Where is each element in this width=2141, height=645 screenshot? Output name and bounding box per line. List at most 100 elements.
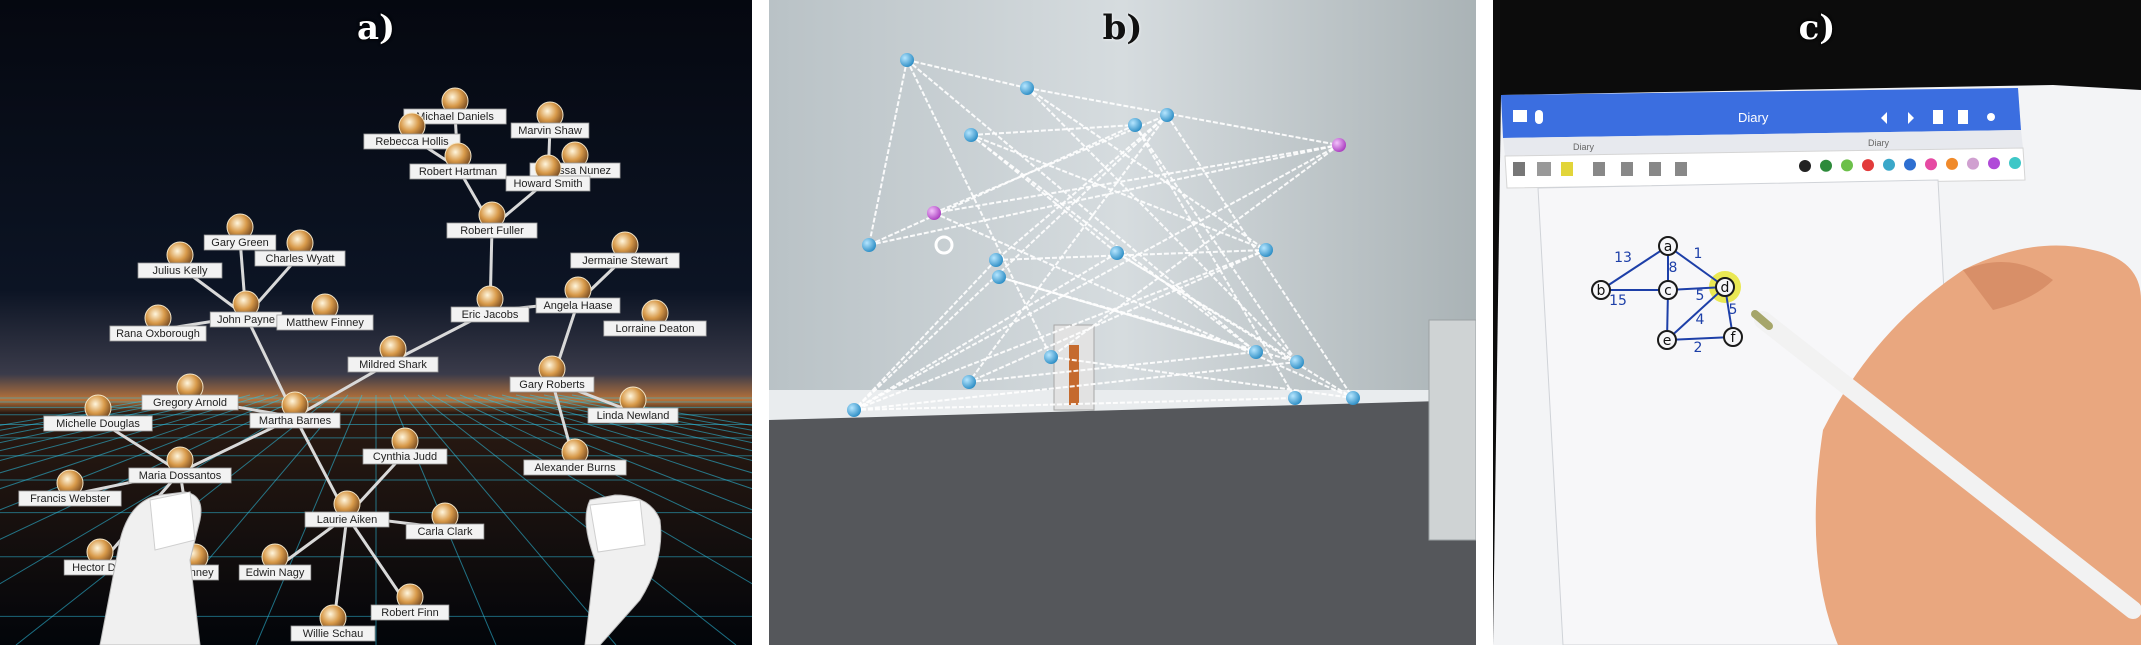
- person-label-box: [587, 407, 679, 424]
- shape-icon[interactable]: [1621, 162, 1633, 176]
- graph-node[interactable]: [1288, 391, 1302, 405]
- graph-edge: [853, 397, 1296, 411]
- person-node[interactable]: Robert Fuller: [446, 201, 538, 239]
- person-node[interactable]: Lorraine Deaton: [603, 299, 707, 337]
- palette-color-swatch[interactable]: [1904, 158, 1916, 171]
- palette-color-swatch[interactable]: [1862, 159, 1874, 172]
- person-label-box: [203, 234, 277, 251]
- text-icon[interactable]: [1675, 162, 1687, 176]
- graph-node[interactable]: [1044, 350, 1058, 364]
- graph-node[interactable]: [1160, 108, 1174, 122]
- graph-edge: [853, 252, 1118, 411]
- person-node[interactable]: Eric Jacobs: [450, 285, 530, 323]
- graph-node[interactable]: [964, 128, 978, 142]
- graph-node[interactable]: [1249, 345, 1263, 359]
- redo-icon[interactable]: [1908, 112, 1914, 124]
- eraser-icon[interactable]: [1537, 162, 1551, 176]
- palette-color-swatch[interactable]: [1967, 157, 1979, 170]
- graph-node[interactable]: [992, 270, 1006, 284]
- graph-node[interactable]: [900, 53, 914, 67]
- person-name: John Payne: [217, 314, 275, 326]
- person-node[interactable]: Gary Green: [203, 213, 277, 251]
- person-node[interactable]: Alexander Burns: [523, 438, 627, 476]
- person-node[interactable]: Rana Oxborough: [109, 304, 207, 342]
- graph-edge: [853, 361, 1298, 411]
- bookmark-icon[interactable]: [1933, 110, 1943, 124]
- person-node[interactable]: Edwin Nagy: [238, 543, 312, 581]
- office-floor: [769, 400, 1476, 645]
- office-wall: [769, 0, 1476, 420]
- palette-color-swatch[interactable]: [2009, 157, 2021, 169]
- person-node[interactable]: Robert Finn: [370, 583, 450, 621]
- image-icon[interactable]: [1649, 162, 1661, 176]
- graph-edge: [853, 259, 997, 411]
- selected-graph-node[interactable]: [927, 206, 941, 220]
- person-node[interactable]: Cynthia Judd: [362, 427, 448, 465]
- person-node[interactable]: Michael Daniels: [403, 87, 507, 125]
- person-node[interactable]: Carla Clark: [405, 502, 485, 540]
- graph-node[interactable]: [1259, 243, 1273, 257]
- home-icon[interactable]: [1513, 110, 1527, 122]
- highlighter-icon[interactable]: [1561, 162, 1573, 176]
- graph-node[interactable]: [989, 253, 1003, 267]
- graph-node[interactable]: [1128, 118, 1142, 132]
- person-node[interactable]: Francis Webster: [18, 469, 122, 507]
- person-node[interactable]: Matthew Finney: [276, 293, 374, 331]
- person-node[interactable]: Laurie Aiken: [304, 490, 390, 528]
- palette-color-swatch[interactable]: [1946, 157, 1958, 170]
- person-node[interactable]: Michelle Douglas: [43, 394, 153, 432]
- lasso-icon[interactable]: [1593, 162, 1605, 176]
- person-node[interactable]: Angela Haase: [535, 276, 621, 314]
- panel-a-vr-network: Michael Daniels Rebecca Hollis Robert Hart…: [0, 0, 752, 645]
- palette-color-swatch[interactable]: [1988, 157, 2000, 170]
- person-node[interactable]: Robert Hartman: [409, 142, 507, 180]
- person-label-box: [249, 412, 341, 429]
- person-node[interactable]: Willie Schau: [290, 604, 376, 642]
- person-node[interactable]: Rebecca Hollis: [363, 112, 461, 150]
- palette-color-swatch[interactable]: [1883, 158, 1895, 171]
- vertex-letter: e: [1663, 333, 1672, 349]
- palette-color-swatch[interactable]: [1799, 160, 1811, 172]
- side-cabinet: [1428, 319, 1476, 541]
- person-node[interactable]: Julius Kelly: [137, 241, 223, 279]
- person-node[interactable]: Gregory Arnold: [141, 373, 239, 411]
- graph-node[interactable]: [1346, 391, 1360, 405]
- share-icon[interactable]: [1987, 113, 1995, 121]
- person-node[interactable]: Maria Dossantos: [128, 446, 232, 484]
- undo-icon[interactable]: [1881, 112, 1887, 124]
- page-icon[interactable]: [1958, 110, 1968, 124]
- person-label-box: [347, 356, 439, 373]
- tab-diary-1[interactable]: Diary: [1573, 142, 1595, 152]
- person-node[interactable]: Linda Newland: [587, 386, 679, 424]
- person-node[interactable]: Charles Wyatt: [254, 229, 346, 267]
- pen-tool-icon[interactable]: [1513, 162, 1525, 176]
- person-name: Charles Wyatt: [266, 253, 335, 265]
- graph-node[interactable]: [1020, 81, 1034, 95]
- person-node[interactable]: Mildred Shark: [347, 335, 439, 373]
- tab-diary-2[interactable]: Diary: [1868, 138, 1890, 148]
- graph-node[interactable]: [847, 403, 861, 417]
- person-node[interactable]: Martha Barnes: [249, 391, 341, 429]
- person-label-box: [18, 490, 122, 507]
- graph-edge: [868, 59, 908, 246]
- person-name: Michael Daniels: [416, 111, 494, 123]
- person-node[interactable]: Marvin Shaw: [510, 101, 590, 139]
- palette-color-swatch[interactable]: [1820, 159, 1832, 172]
- person-node[interactable]: Gary Roberts: [509, 355, 595, 393]
- graph-node[interactable]: [862, 238, 876, 252]
- person-node[interactable]: Jermaine Stewart: [570, 231, 680, 269]
- person-name: Gary Roberts: [519, 379, 585, 391]
- person-node[interactable]: John Payne: [209, 290, 283, 328]
- graph-node[interactable]: [962, 375, 976, 389]
- hand-holding-stylus: [1751, 245, 2141, 645]
- selected-graph-node[interactable]: [1332, 138, 1346, 152]
- app-title: Diary: [1738, 110, 1769, 125]
- palette-color-swatch[interactable]: [1925, 158, 1937, 171]
- person-node[interactable]: Howard Smith: [505, 154, 591, 192]
- person-label-box: [509, 376, 595, 393]
- vertex-letter: f: [1731, 330, 1737, 346]
- palette-color-swatch[interactable]: [1841, 159, 1853, 172]
- microphone-icon[interactable]: [1535, 110, 1543, 124]
- graph-node[interactable]: [1110, 246, 1124, 260]
- graph-node[interactable]: [1290, 355, 1304, 369]
